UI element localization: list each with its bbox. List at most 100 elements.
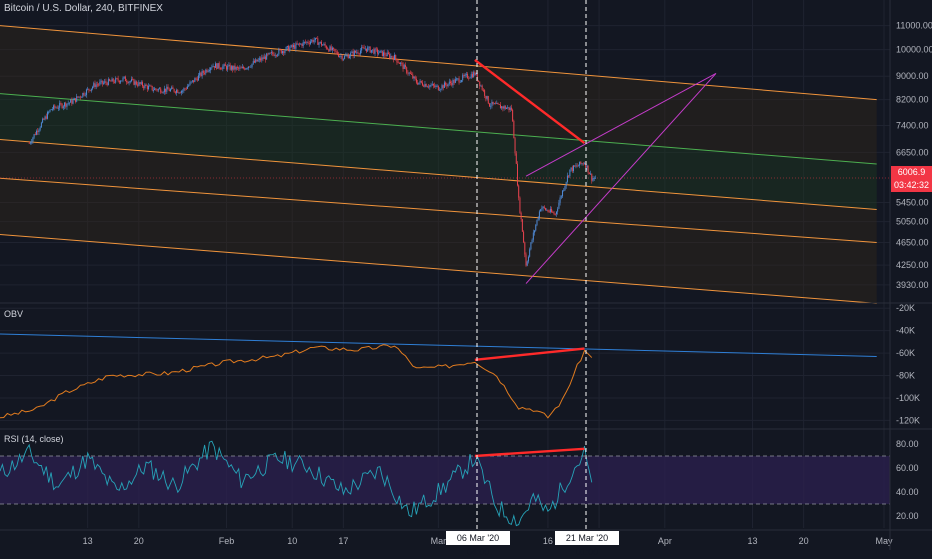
candle-body bbox=[299, 43, 301, 45]
candle-body bbox=[289, 47, 291, 52]
candle-body bbox=[243, 66, 245, 69]
candle-body bbox=[406, 67, 408, 73]
candle-body bbox=[201, 70, 203, 77]
candle-body bbox=[580, 161, 582, 164]
candle-body bbox=[557, 208, 559, 212]
candle-body bbox=[258, 58, 260, 60]
candle-body bbox=[497, 103, 499, 105]
candle-body bbox=[363, 47, 365, 49]
candle-body bbox=[193, 80, 195, 83]
candle-body bbox=[396, 58, 398, 63]
x-tick-label: Feb bbox=[219, 536, 235, 546]
candle-body bbox=[159, 88, 161, 90]
candle-body bbox=[346, 55, 348, 56]
candle-body bbox=[417, 82, 419, 85]
candle-body bbox=[429, 85, 431, 87]
candle-body bbox=[309, 41, 311, 44]
candle-body bbox=[402, 63, 404, 69]
candle-body bbox=[565, 182, 567, 187]
candle-body bbox=[554, 214, 556, 215]
wedge-line bbox=[525, 72, 717, 177]
candle-body bbox=[38, 129, 40, 133]
candle-body bbox=[117, 78, 119, 81]
candle-body bbox=[206, 69, 208, 72]
candle-body bbox=[165, 88, 167, 92]
candle-body bbox=[61, 104, 63, 108]
candle-body bbox=[586, 165, 588, 168]
candle-body bbox=[216, 63, 218, 69]
candle-body bbox=[347, 55, 349, 59]
obv-tick-label: -120K bbox=[896, 415, 920, 425]
candle-body bbox=[329, 46, 331, 52]
candle-body bbox=[227, 65, 229, 70]
candle-body bbox=[490, 105, 492, 107]
candle-body bbox=[67, 103, 69, 104]
candle-body bbox=[267, 53, 269, 55]
candle-body bbox=[559, 197, 561, 203]
candle-body bbox=[538, 211, 540, 219]
candle-body bbox=[62, 106, 64, 108]
x-tick-label: Mar bbox=[431, 536, 447, 546]
candle-body bbox=[560, 196, 562, 198]
candle-body bbox=[375, 48, 377, 50]
candle-body bbox=[221, 68, 223, 70]
candle-body bbox=[330, 46, 332, 51]
candle-body bbox=[527, 256, 529, 262]
candle-body bbox=[197, 75, 199, 81]
candle-body bbox=[101, 80, 103, 84]
candle-body bbox=[48, 111, 50, 113]
candle-body bbox=[588, 172, 590, 175]
candle-body bbox=[428, 86, 430, 88]
candle-body bbox=[296, 43, 298, 45]
candle-body bbox=[389, 53, 391, 58]
candle-body bbox=[445, 82, 447, 85]
rsi-tick-label: 40.00 bbox=[896, 487, 919, 497]
candle-body bbox=[536, 219, 538, 226]
candle-body bbox=[113, 81, 115, 83]
candle-body bbox=[325, 45, 327, 49]
candle-body bbox=[239, 67, 241, 69]
candle-body bbox=[340, 55, 342, 57]
candle-body bbox=[54, 105, 56, 108]
rsi-pane bbox=[0, 440, 890, 527]
candle-body bbox=[185, 88, 187, 90]
price-tick-label: 5450.00 bbox=[896, 197, 929, 207]
candle-body bbox=[342, 58, 344, 60]
candle-body bbox=[84, 94, 86, 96]
candle-body bbox=[569, 169, 571, 177]
candle-body bbox=[224, 64, 226, 67]
candle-body bbox=[238, 67, 240, 69]
divergence-trendlines bbox=[474, 58, 586, 458]
x-tick-label: 16 bbox=[543, 536, 553, 546]
candle-body bbox=[514, 138, 516, 154]
candle-body bbox=[503, 106, 505, 109]
candle-body bbox=[40, 122, 42, 128]
candle-body bbox=[104, 81, 106, 83]
candle-body bbox=[312, 39, 314, 43]
candle-body bbox=[115, 78, 117, 83]
candle-body bbox=[408, 72, 410, 74]
candle-body bbox=[339, 55, 341, 57]
candle-body bbox=[453, 80, 455, 83]
candle-body bbox=[412, 74, 414, 79]
candle-body bbox=[333, 47, 335, 49]
candle-body bbox=[568, 175, 570, 177]
countdown-tag: 03:42:32 bbox=[891, 179, 932, 192]
candle-body bbox=[592, 178, 594, 181]
candle-body bbox=[123, 76, 125, 78]
candle-body bbox=[367, 47, 369, 52]
candle-body bbox=[144, 84, 146, 88]
candle-body bbox=[492, 101, 494, 104]
candle-body bbox=[307, 41, 309, 44]
candle-body bbox=[440, 89, 442, 90]
rsi-tick-label: 60.00 bbox=[896, 463, 919, 473]
candle-body bbox=[143, 86, 145, 88]
candle-body bbox=[454, 79, 456, 83]
candle-body bbox=[322, 44, 324, 46]
candle-body bbox=[506, 108, 508, 109]
candle-body bbox=[127, 82, 129, 84]
candle-body bbox=[88, 88, 90, 91]
candle-body bbox=[55, 107, 57, 109]
candle-body bbox=[204, 72, 206, 74]
